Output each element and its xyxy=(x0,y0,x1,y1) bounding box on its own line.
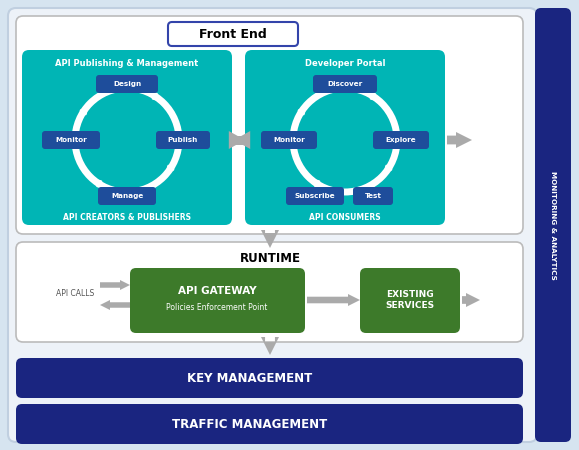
FancyBboxPatch shape xyxy=(360,268,460,333)
Text: Publish: Publish xyxy=(168,137,198,143)
Text: API GATEWAY: API GATEWAY xyxy=(178,286,256,296)
Text: Subscribe: Subscribe xyxy=(295,193,335,199)
Text: Developer Portal: Developer Portal xyxy=(305,59,385,68)
Text: API Publishing & Management: API Publishing & Management xyxy=(56,59,199,68)
FancyBboxPatch shape xyxy=(16,404,523,444)
Text: Test: Test xyxy=(365,193,382,199)
FancyBboxPatch shape xyxy=(42,131,100,149)
Text: EXISTING
SERVICES: EXISTING SERVICES xyxy=(386,290,435,310)
FancyBboxPatch shape xyxy=(8,8,537,442)
Polygon shape xyxy=(447,132,472,148)
Polygon shape xyxy=(261,230,279,248)
Text: API CALLS: API CALLS xyxy=(56,288,94,297)
Polygon shape xyxy=(229,131,245,149)
Text: API CONSUMERS: API CONSUMERS xyxy=(309,213,381,222)
FancyBboxPatch shape xyxy=(130,268,305,333)
Polygon shape xyxy=(234,131,250,149)
FancyBboxPatch shape xyxy=(16,16,523,234)
FancyBboxPatch shape xyxy=(245,50,445,225)
Text: KEY MANAGEMENT: KEY MANAGEMENT xyxy=(188,372,313,384)
FancyBboxPatch shape xyxy=(22,50,232,225)
FancyBboxPatch shape xyxy=(16,242,523,342)
Text: Manage: Manage xyxy=(111,193,143,199)
FancyBboxPatch shape xyxy=(373,131,429,149)
Text: Monitor: Monitor xyxy=(273,137,305,143)
FancyBboxPatch shape xyxy=(353,187,393,205)
FancyBboxPatch shape xyxy=(313,75,377,93)
FancyBboxPatch shape xyxy=(286,187,344,205)
Polygon shape xyxy=(229,135,250,144)
FancyBboxPatch shape xyxy=(16,358,523,398)
Text: Monitor: Monitor xyxy=(55,137,87,143)
Polygon shape xyxy=(100,300,130,310)
Polygon shape xyxy=(462,293,480,307)
Text: Policies Enforcement Point: Policies Enforcement Point xyxy=(166,303,267,312)
FancyBboxPatch shape xyxy=(535,8,571,442)
FancyBboxPatch shape xyxy=(98,187,156,205)
Text: Front End: Front End xyxy=(199,27,267,40)
Text: Discover: Discover xyxy=(327,81,362,87)
Polygon shape xyxy=(100,280,130,290)
Polygon shape xyxy=(307,294,360,306)
Text: MONITORING & ANALYTICS: MONITORING & ANALYTICS xyxy=(550,171,556,279)
Text: TRAFFIC MANAGEMENT: TRAFFIC MANAGEMENT xyxy=(173,418,328,431)
Text: RUNTIME: RUNTIME xyxy=(240,252,301,265)
Text: Design: Design xyxy=(113,81,141,87)
FancyBboxPatch shape xyxy=(96,75,158,93)
Text: Explore: Explore xyxy=(386,137,416,143)
Polygon shape xyxy=(261,337,279,355)
FancyBboxPatch shape xyxy=(261,131,317,149)
FancyBboxPatch shape xyxy=(156,131,210,149)
Text: API CREATORS & PUBLISHERS: API CREATORS & PUBLISHERS xyxy=(63,213,191,222)
FancyBboxPatch shape xyxy=(168,22,298,46)
